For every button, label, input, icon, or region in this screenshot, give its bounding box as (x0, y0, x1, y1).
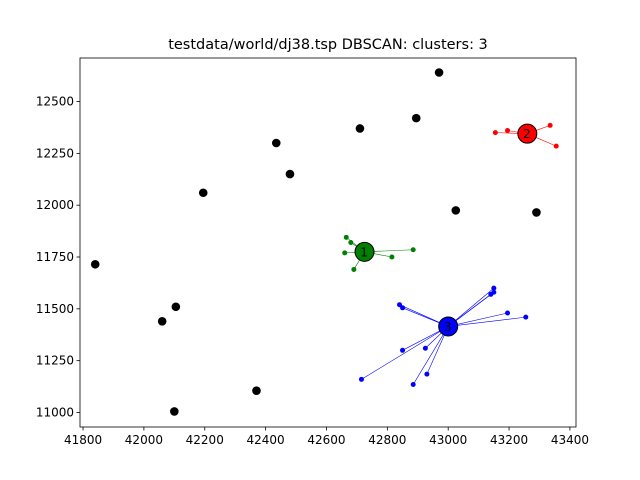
cluster-1-point (342, 250, 348, 256)
x-tick-label: 43200 (490, 433, 528, 447)
y-tick-label: 11750 (36, 250, 74, 264)
cluster-3-edge (448, 316, 526, 327)
x-tick-label: 42000 (125, 433, 163, 447)
noise-point (198, 188, 208, 198)
noise-point (451, 206, 461, 215)
x-tick-label: 42400 (247, 433, 285, 447)
cluster-1-label: 1 (360, 245, 368, 259)
cluster-3-point (422, 345, 428, 351)
cluster-1-point (348, 240, 354, 245)
chart-title: testdata/world/dj38.tsp DBSCAN: clusters… (168, 37, 488, 53)
cluster-3-point (523, 314, 529, 320)
cluster-2-point (505, 128, 511, 134)
cluster-3-center (438, 316, 459, 337)
cluster-1-point (343, 234, 349, 240)
noise-point (411, 113, 421, 123)
cluster-2-point (492, 130, 498, 136)
noise-point (271, 138, 281, 148)
x-tick-label: 42600 (307, 433, 345, 447)
x-tick-label: 42200 (186, 433, 224, 447)
cluster-1-center (354, 241, 375, 262)
noise-point (157, 316, 167, 326)
y-tick-label: 11500 (36, 302, 74, 316)
cluster-3-point (358, 376, 364, 382)
noise-point (252, 386, 261, 396)
y-tick-label: 12000 (36, 198, 74, 212)
cluster-3-edge (412, 326, 449, 385)
cluster-3-point (491, 285, 497, 291)
cluster-3-point (397, 302, 403, 308)
cluster-3-point (410, 382, 416, 388)
y-tick-label: 11000 (36, 405, 74, 419)
x-tick-label: 43400 (551, 433, 589, 447)
noise-point (285, 169, 295, 179)
y-tick-label: 11250 (36, 354, 74, 368)
noise-point (355, 124, 365, 133)
cluster-2-point (553, 143, 559, 149)
cluster-3-label: 3 (444, 320, 452, 334)
x-tick-label: 41800 (64, 433, 102, 447)
y-tick-label: 12500 (36, 95, 74, 109)
cluster-3-point (505, 310, 511, 316)
cluster-3-edge (361, 326, 449, 380)
noise-point (532, 208, 541, 217)
cluster-3-point (488, 291, 494, 297)
x-tick-label: 42800 (368, 433, 406, 447)
axes-frame (79, 57, 577, 428)
cluster-1-point (410, 247, 416, 253)
cluster-2-label: 2 (523, 127, 531, 141)
cluster-3-point (400, 347, 406, 353)
cluster-3-point (400, 305, 406, 311)
plot-area: 41800 42000 42200 42400 42600 42800 43000 43200… (36, 57, 589, 447)
noise-point (434, 68, 444, 77)
cluster-3-edge (448, 312, 508, 327)
cluster-3-point (424, 371, 430, 377)
cluster-1-point (389, 254, 395, 260)
cluster-2-point (547, 122, 553, 128)
noise-point (171, 302, 181, 312)
cluster-2-center (517, 123, 538, 144)
y-tick-label: 12250 (36, 146, 74, 160)
noise-point (170, 407, 179, 416)
x-tick-label: 43000 (429, 433, 467, 447)
cluster-1-point (351, 266, 357, 272)
noise-point (90, 259, 100, 269)
